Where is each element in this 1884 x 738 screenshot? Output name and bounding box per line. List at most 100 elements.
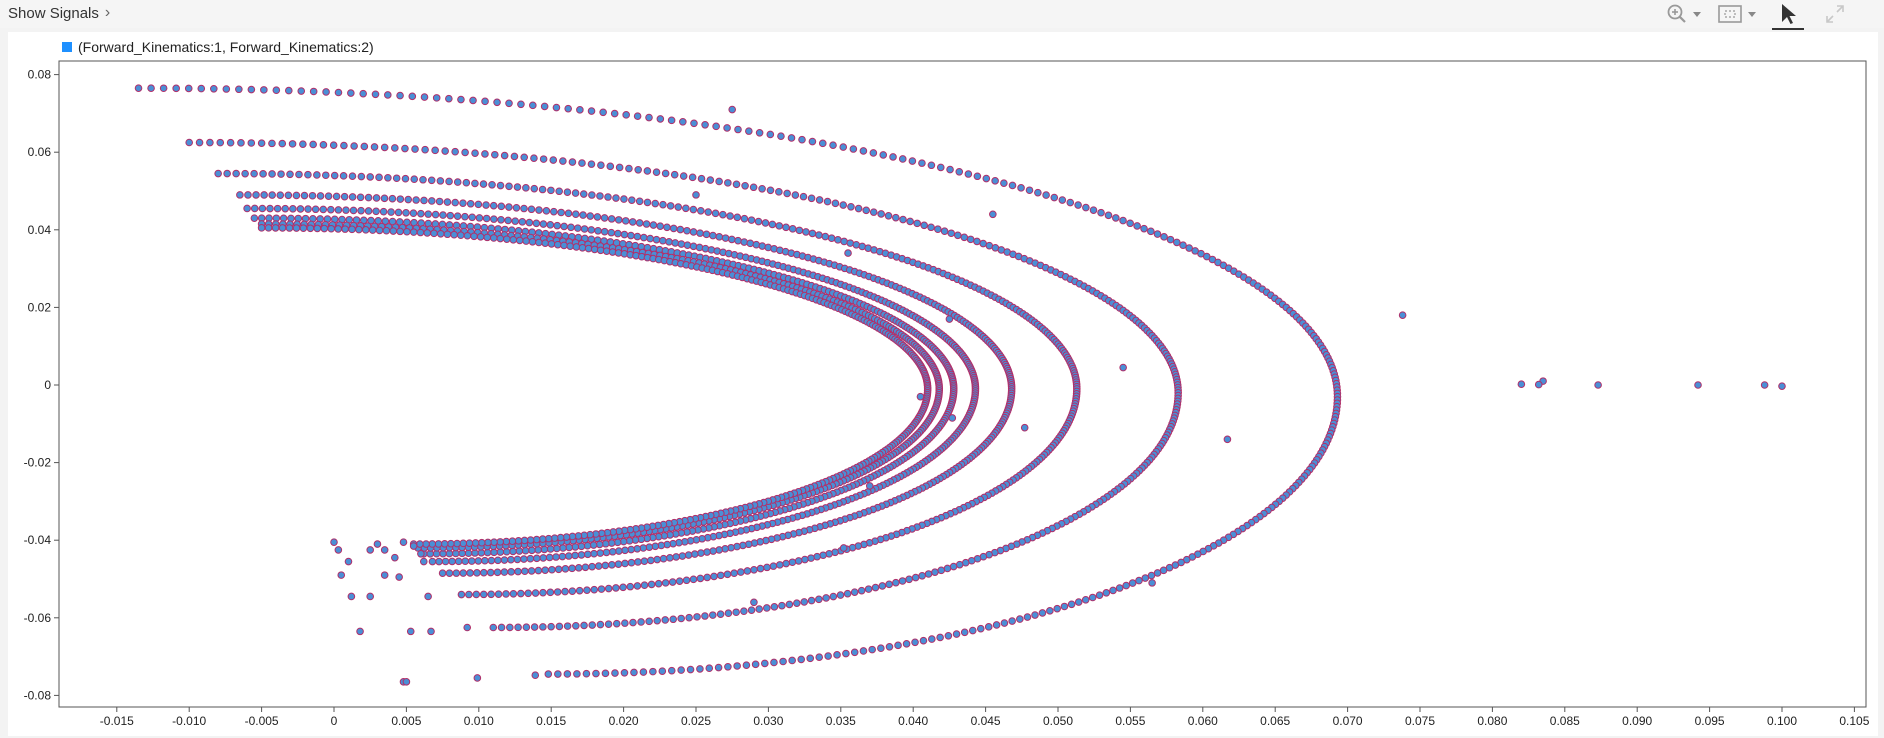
data-point [808,229,817,238]
data-point [885,642,894,651]
data-point [334,88,343,97]
data-point [284,86,293,95]
data-point [250,169,258,178]
data-point [766,186,775,195]
data-point [706,176,715,184]
data-point [470,232,478,241]
data-point [1534,380,1543,389]
data-point [928,635,936,643]
data-point [553,221,562,230]
x-tick-label: 0.075 [1405,714,1435,728]
data-point [555,187,563,196]
data-point [391,553,399,562]
data-point [382,226,391,235]
data-point [268,170,276,178]
data-point [675,577,684,585]
data-point [683,226,691,235]
data-point [446,211,455,220]
y-tick-label: 0.02 [28,300,52,314]
fit-to-view-button[interactable] [1717,0,1756,28]
data-point [565,543,573,552]
data-point [604,620,613,628]
data-point [927,223,935,232]
data-point [596,549,605,557]
data-point [546,545,555,553]
cursor-button[interactable] [1778,0,1800,28]
data-point [1081,595,1090,604]
data-point [937,566,946,575]
data-point [593,213,602,221]
data-point [647,580,656,589]
data-point [1133,222,1141,230]
data-point [428,557,437,566]
data-point [667,116,676,125]
show-signals-button[interactable]: Show Signals › [8,4,110,22]
data-point [332,192,341,201]
data-point [599,108,607,117]
data-point [532,219,541,228]
data-point [250,214,259,222]
data-point [697,174,706,183]
data-point [419,557,428,566]
legend[interactable]: (Forward_Kinematics:1, Forward_Kinematic… [62,39,374,55]
data-point [911,573,920,582]
data-point [366,546,375,554]
data-point [627,231,635,240]
data-point [432,94,441,102]
data-point [747,216,756,224]
data-point [868,645,876,654]
data-point [749,183,758,192]
data-point [466,199,475,208]
data-point [392,174,401,183]
expand-button[interactable] [1824,0,1846,28]
data-point [761,659,769,668]
data-point [479,180,488,188]
data-point [884,211,893,220]
data-point [581,563,590,572]
data-point [1179,241,1187,250]
data-point [692,191,700,199]
data-point [471,539,480,547]
data-point [666,554,674,562]
data-point [656,115,665,123]
data-point [723,124,731,132]
data-point [1148,579,1156,587]
data-point [652,235,661,244]
data-point [540,102,549,111]
data-point [688,173,697,182]
data-point [627,545,635,554]
fit-dropdown-caret-icon [1748,11,1756,17]
data-point [322,88,330,96]
zoom-button[interactable] [1666,0,1701,28]
data-point [1020,423,1029,432]
data-point [292,224,301,232]
data-point [608,561,616,569]
active-tool-indicator [1772,28,1804,30]
data-point [250,204,259,213]
data-point [462,178,471,187]
data-point [734,236,742,245]
x-tick-label: 0.060 [1188,714,1218,728]
data-point [260,86,268,94]
data-point [461,148,469,157]
data-point [540,545,549,554]
data-point [850,588,859,596]
data-point [823,197,832,206]
data-point [696,229,704,237]
x-tick-label: 0.035 [826,714,856,728]
data-point [424,210,433,218]
data-point [944,631,953,640]
data-point [627,558,636,567]
data-point [802,228,810,236]
data-point [690,119,698,128]
data-point [497,202,506,211]
data-point [445,177,453,186]
data-point [552,103,561,112]
data-point [1058,196,1067,204]
data-point [440,539,449,548]
data-point [241,169,249,178]
data-point [625,164,633,173]
data-point [428,540,437,548]
data-point [334,546,343,554]
